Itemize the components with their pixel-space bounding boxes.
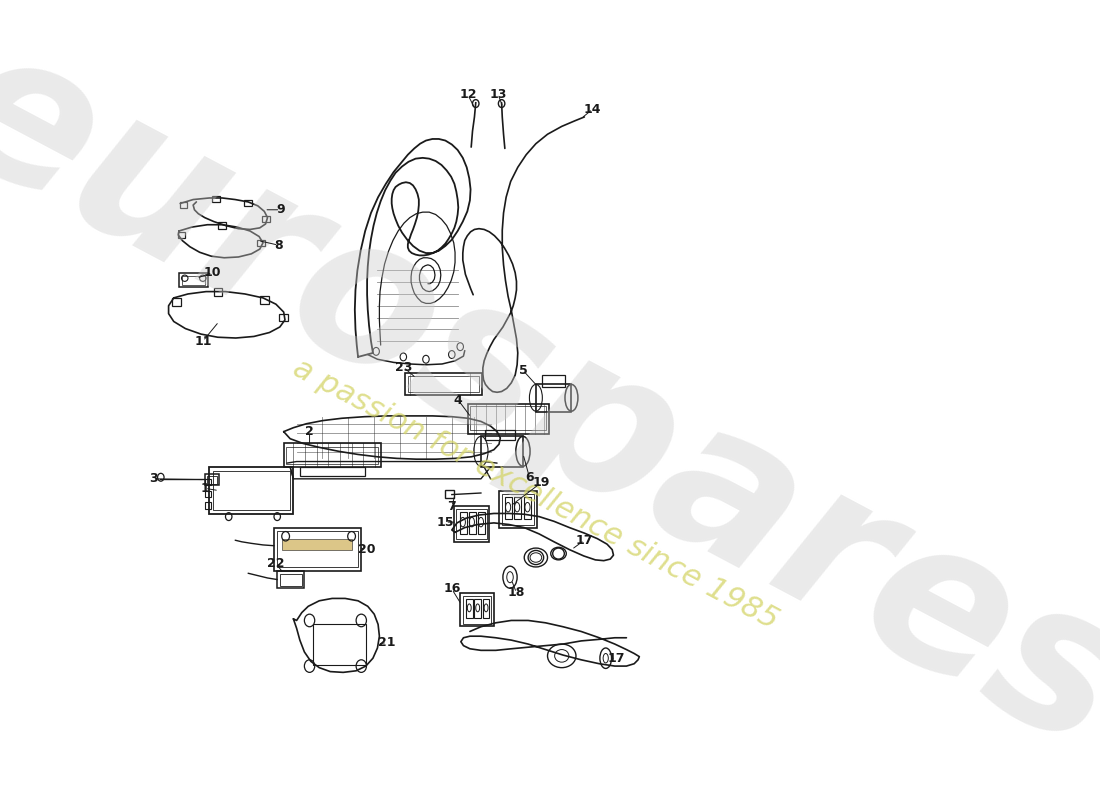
Text: 19: 19 xyxy=(532,476,550,490)
Text: 11: 11 xyxy=(194,334,211,348)
Bar xyxy=(477,512,485,534)
Bar xyxy=(474,599,481,618)
Bar xyxy=(277,571,305,588)
Bar xyxy=(284,443,381,467)
Text: 20: 20 xyxy=(358,543,375,556)
Bar xyxy=(460,593,494,626)
Bar xyxy=(454,506,490,542)
Bar xyxy=(485,430,515,439)
Bar xyxy=(283,538,352,550)
Bar xyxy=(182,276,206,285)
Bar xyxy=(207,477,217,483)
Bar xyxy=(456,509,486,538)
Bar xyxy=(205,490,211,497)
Text: 3: 3 xyxy=(148,472,157,486)
Bar xyxy=(312,624,366,666)
Text: 14: 14 xyxy=(584,102,602,115)
Bar xyxy=(177,232,186,238)
Bar xyxy=(179,202,187,208)
Bar xyxy=(470,406,547,430)
Text: 17: 17 xyxy=(607,652,625,665)
Text: 15: 15 xyxy=(437,516,454,529)
Text: 6: 6 xyxy=(525,470,533,484)
Text: 5: 5 xyxy=(518,364,527,377)
Text: 10: 10 xyxy=(204,266,221,279)
Text: a passion for excellence since 1985: a passion for excellence since 1985 xyxy=(288,354,783,635)
Bar xyxy=(481,435,522,467)
Text: 13: 13 xyxy=(490,89,507,102)
Text: 16: 16 xyxy=(443,582,461,595)
Bar xyxy=(262,216,271,222)
Bar xyxy=(261,296,268,304)
Text: 4: 4 xyxy=(454,394,463,406)
Text: 8: 8 xyxy=(274,238,283,252)
Text: 18: 18 xyxy=(508,586,525,599)
Bar xyxy=(286,446,378,464)
Bar xyxy=(405,373,482,394)
Text: 12: 12 xyxy=(459,89,476,102)
Bar xyxy=(274,528,361,571)
Bar xyxy=(212,196,220,202)
Text: 23: 23 xyxy=(395,361,412,374)
Bar xyxy=(460,512,466,534)
Bar xyxy=(209,467,294,514)
Bar xyxy=(542,375,565,386)
Bar xyxy=(179,273,208,287)
Text: 22: 22 xyxy=(267,558,285,570)
Text: 21: 21 xyxy=(378,636,396,649)
Bar xyxy=(499,490,537,529)
Bar xyxy=(277,530,359,567)
Bar xyxy=(466,599,473,618)
Bar xyxy=(525,497,531,519)
Bar xyxy=(213,288,222,295)
Bar xyxy=(279,574,301,586)
Text: eurospares: eurospares xyxy=(0,7,1100,794)
Bar xyxy=(257,240,265,246)
Bar xyxy=(205,502,211,509)
Bar xyxy=(408,376,478,391)
Bar xyxy=(279,314,287,322)
Bar xyxy=(446,490,454,498)
Bar xyxy=(205,479,211,485)
Text: 2: 2 xyxy=(305,425,314,438)
Bar xyxy=(469,512,475,534)
Bar xyxy=(468,404,549,434)
Bar xyxy=(300,467,364,477)
Bar xyxy=(219,222,227,229)
Text: 9: 9 xyxy=(276,203,285,216)
Bar xyxy=(463,596,492,624)
Bar xyxy=(173,298,180,306)
Bar xyxy=(514,497,521,519)
Text: 17: 17 xyxy=(575,534,593,546)
Bar xyxy=(205,474,219,485)
Text: 7: 7 xyxy=(448,500,456,513)
Bar xyxy=(502,494,534,526)
Bar xyxy=(483,599,490,618)
Bar xyxy=(536,385,571,412)
Bar xyxy=(505,497,512,519)
Bar xyxy=(244,199,252,206)
Text: 1: 1 xyxy=(200,482,209,494)
Bar xyxy=(212,471,290,510)
